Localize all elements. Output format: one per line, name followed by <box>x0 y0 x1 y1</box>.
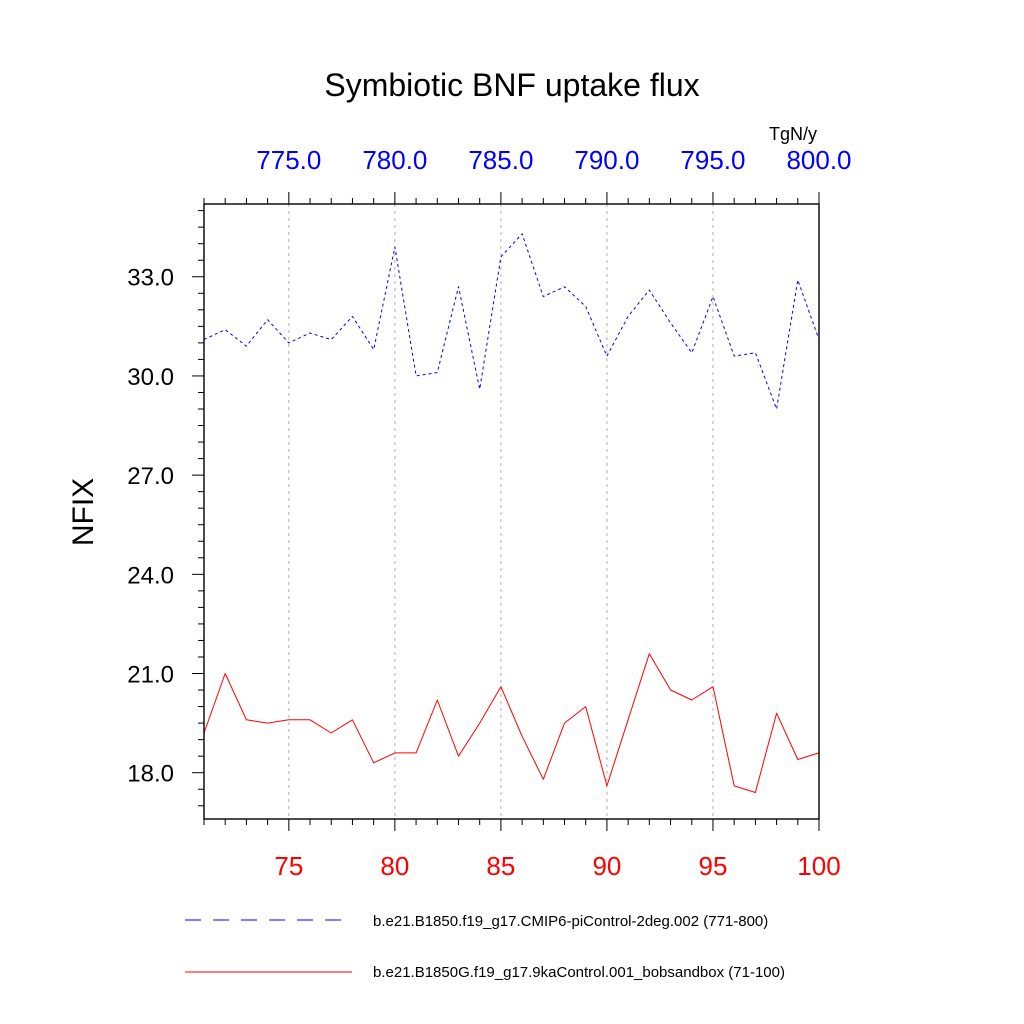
x-bottom-tick-label: 100 <box>797 851 840 881</box>
series-layer <box>203 233 820 793</box>
x-top-tick-label: 790.0 <box>574 145 639 175</box>
x-bottom-tick-label: 90 <box>592 851 621 881</box>
axis-tick-labels: 75 80 85 90 95 100 775.0 780.0 785.0 790.0 795.0 80… <box>127 145 851 881</box>
x-top-tick-label: 795.0 <box>680 145 745 175</box>
axis-ticks <box>192 192 820 831</box>
x-top-tick-label: 775.0 <box>256 145 321 175</box>
series-line-red <box>203 653 820 793</box>
y-tick-label: 24.0 <box>127 562 174 589</box>
x-bottom-tick-label: 85 <box>486 851 515 881</box>
x-top-tick-label: 800.0 <box>786 145 851 175</box>
series-line-blue <box>203 233 820 410</box>
x-bottom-tick-label: 95 <box>699 851 728 881</box>
y-tick-label: 33.0 <box>127 265 174 292</box>
x-bottom-tick-label: 75 <box>274 851 303 881</box>
grid <box>288 204 714 819</box>
y-tick-label: 30.0 <box>127 364 174 391</box>
x-top-tick-label: 780.0 <box>362 145 427 175</box>
legend: b.e21.B1850.f19_g17.CMIP6-piControl-2deg… <box>185 913 785 981</box>
y-tick-label: 21.0 <box>127 662 174 689</box>
legend-label-red: b.e21.B1850G.f19_g17.9kaControl.001_bobs… <box>373 964 785 981</box>
y-tick-label: 18.0 <box>127 761 174 788</box>
legend-label-blue: b.e21.B1850.f19_g17.CMIP6-piControl-2deg… <box>373 913 768 930</box>
y-axis-label: NFIX <box>67 478 100 546</box>
plot-frame <box>203 203 820 820</box>
chart-title: Symbiotic BNF uptake flux <box>324 67 699 103</box>
units-label: TgN/y <box>769 124 817 144</box>
x-bottom-tick-label: 80 <box>380 851 409 881</box>
x-top-tick-label: 785.0 <box>468 145 533 175</box>
y-tick-label: 27.0 <box>127 463 174 490</box>
